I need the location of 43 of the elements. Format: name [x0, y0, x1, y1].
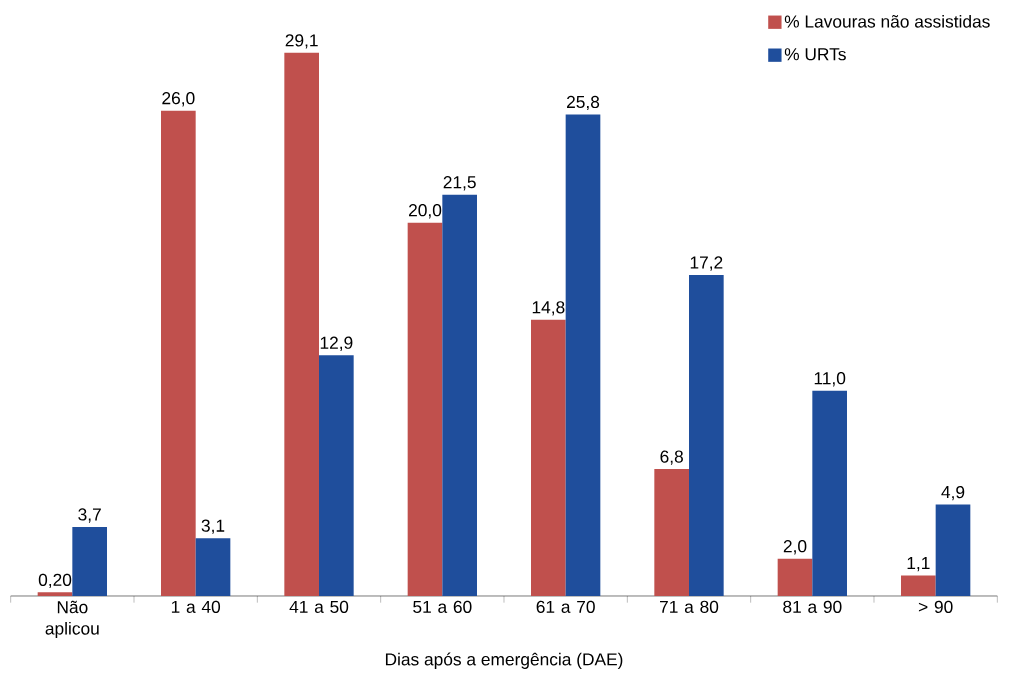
bar [195, 537, 231, 596]
data-label: 0,20 [38, 573, 72, 588]
data-label: 6,8 [660, 450, 683, 465]
x-tick-label: 61 a 70 [536, 600, 595, 613]
bar [161, 110, 196, 596]
bar [407, 222, 443, 596]
bar [72, 526, 108, 596]
bar [901, 575, 936, 596]
data-label: 12,9 [320, 336, 353, 351]
x-tick-label: 71 a 80 [660, 600, 719, 613]
data-label: 17,2 [690, 256, 723, 271]
x-tick-label: 81 a 90 [783, 600, 842, 613]
bar [777, 558, 813, 596]
bar [319, 355, 354, 596]
x-tick-label: 41 a 50 [289, 600, 349, 613]
x-tick-label: 1 a 40 [171, 600, 221, 613]
data-label: 20,0 [409, 203, 442, 219]
bar [565, 114, 601, 596]
data-label: 1,1 [907, 556, 930, 572]
data-label: 3,1 [201, 519, 225, 534]
x-axis-title: Dias após a emergência (DAE) [385, 652, 623, 669]
legend-label: % Lavouras não assistidas [784, 14, 990, 28]
x-tick-label: Não aplicou [45, 600, 99, 638]
data-label: 25,8 [567, 95, 600, 110]
bar [935, 504, 971, 596]
data-label: 3,7 [78, 508, 101, 523]
bar [812, 390, 847, 596]
data-label: 14,8 [532, 300, 565, 316]
data-label: 2,0 [783, 539, 807, 555]
bar [37, 592, 73, 596]
legend-label: % URTs [784, 48, 846, 61]
data-label: 4,9 [941, 485, 965, 501]
bar [531, 319, 566, 596]
data-label: 11,0 [814, 371, 846, 387]
data-label: 29,1 [285, 34, 318, 49]
x-tick-label: 51 a 60 [413, 600, 472, 613]
bar [284, 52, 319, 596]
bar [442, 194, 477, 596]
bar [654, 468, 689, 596]
bar [689, 274, 724, 596]
x-tick-label: > 90 [918, 600, 953, 613]
data-label: 26,0 [162, 91, 195, 107]
data-label: 21,5 [443, 175, 476, 191]
